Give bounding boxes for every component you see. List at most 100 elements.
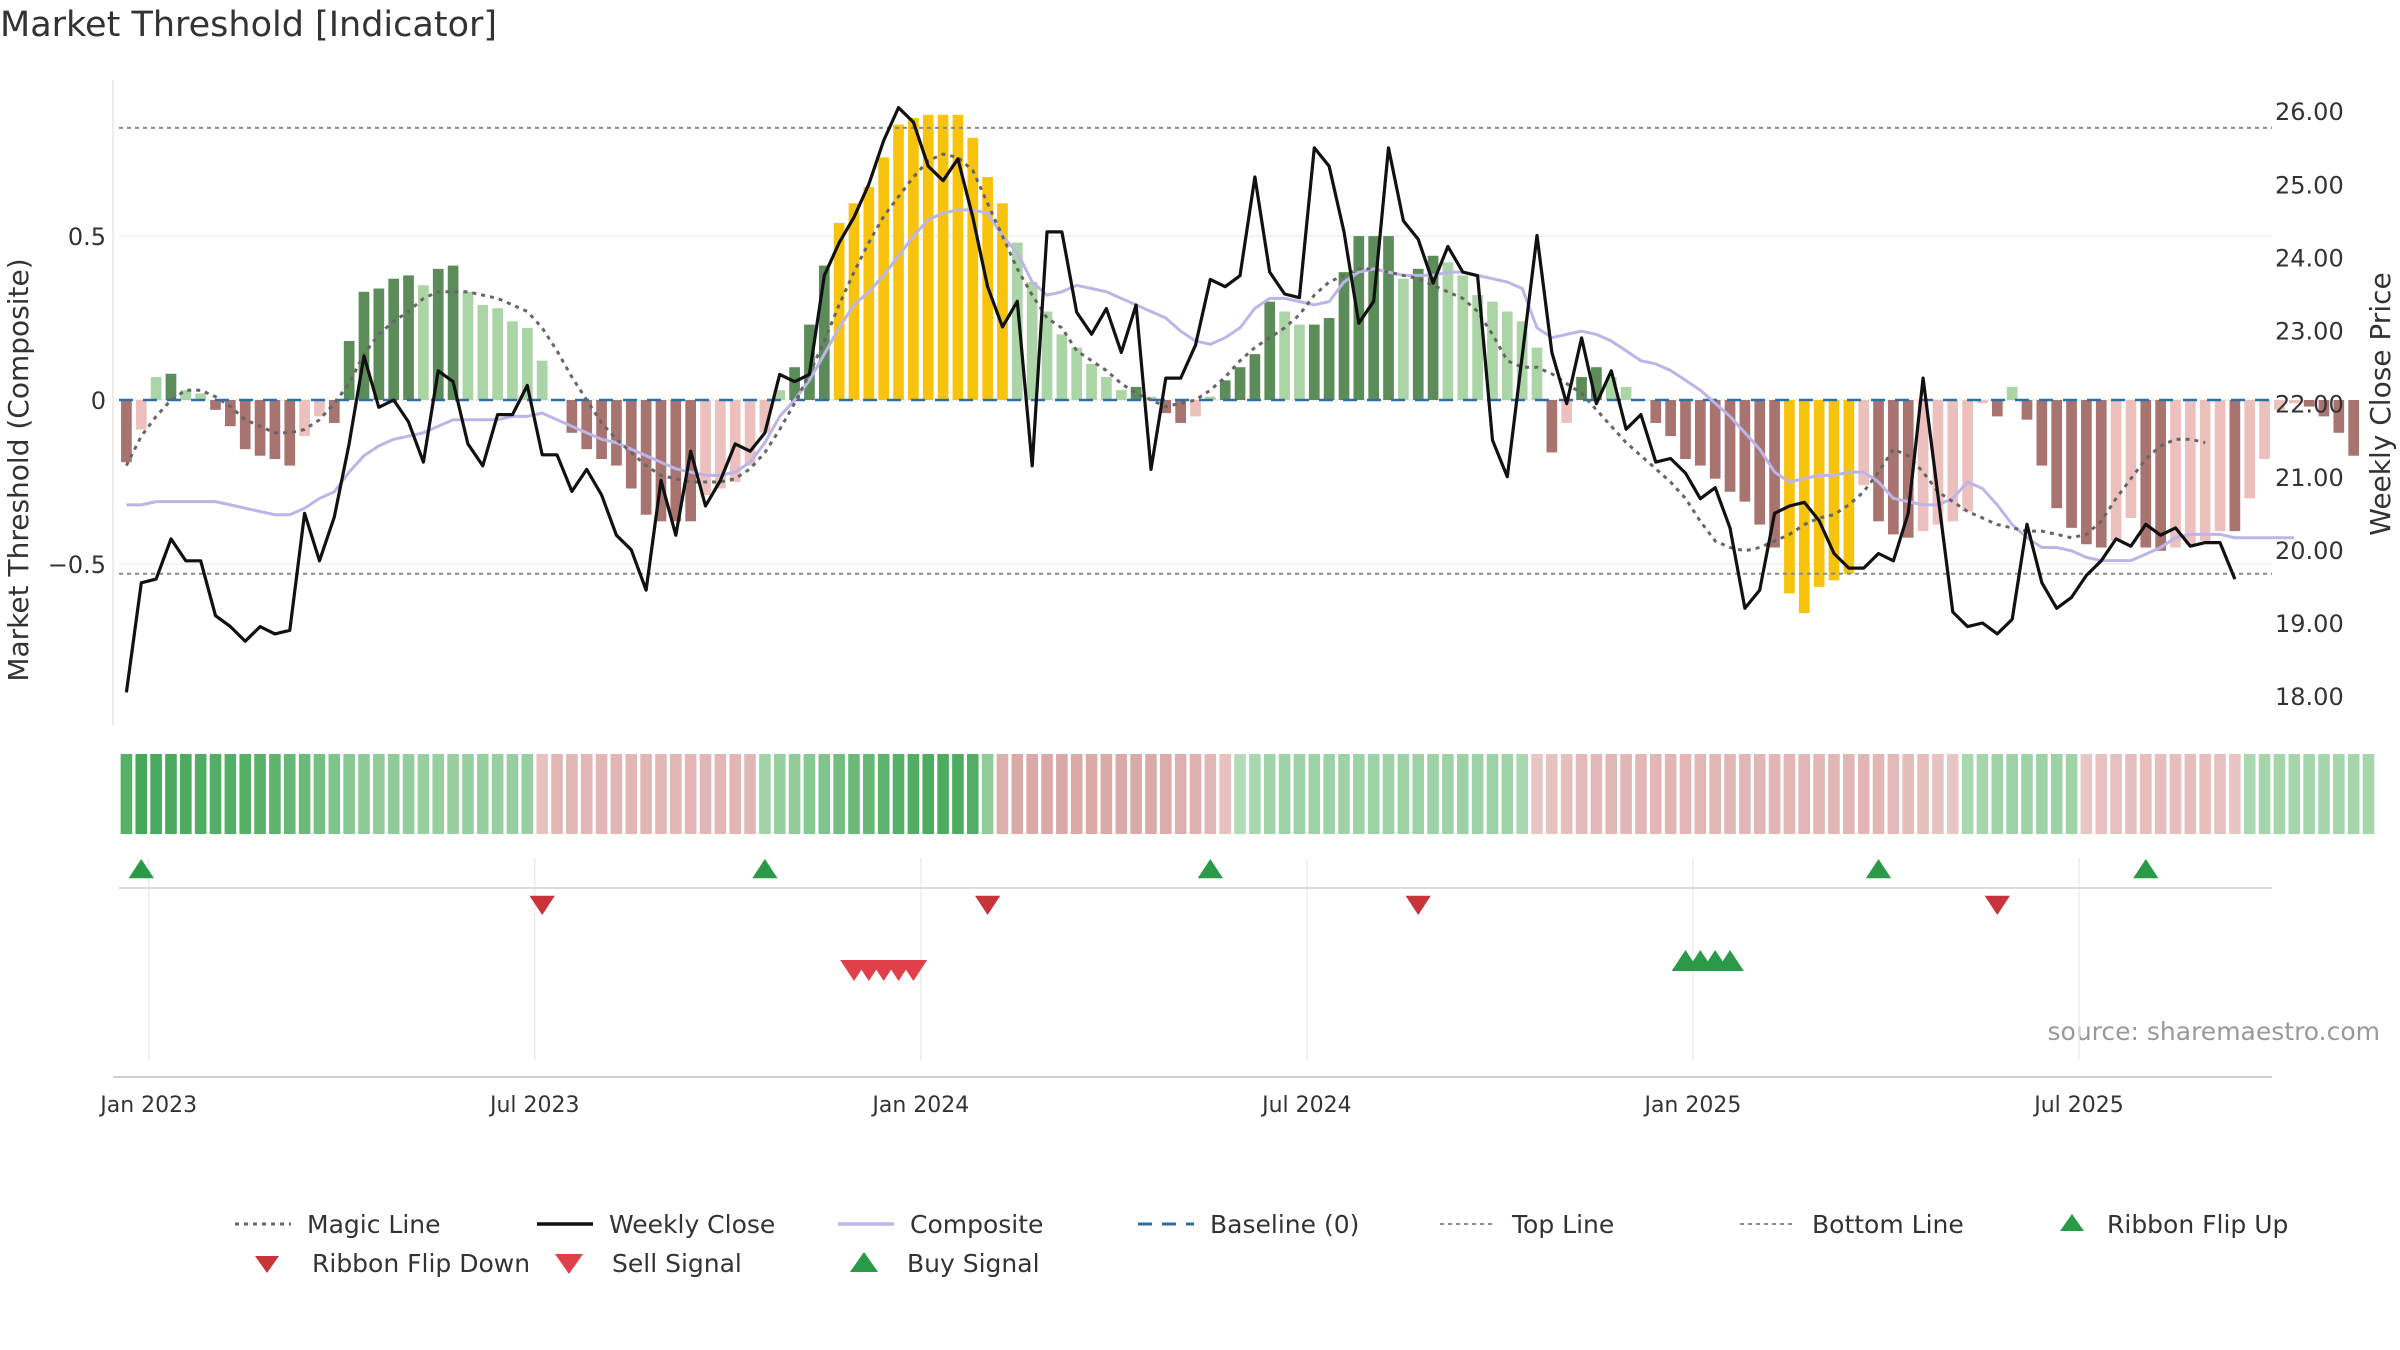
ribbon-cell [1828, 754, 1840, 834]
composite-bar [908, 118, 919, 400]
ribbon-cell [2199, 754, 2211, 834]
composite-bar [1442, 262, 1454, 400]
right-tick-label: 20.00 [2275, 537, 2344, 565]
composite-bar [343, 340, 355, 400]
ribbon-cell [1278, 754, 1291, 834]
composite-bar [1011, 242, 1023, 400]
ribbon-cell [1605, 754, 1618, 834]
composite-bar [1412, 268, 1424, 400]
composite-bar [2259, 400, 2270, 460]
ribbon-cell [402, 754, 415, 834]
composite-bar [625, 400, 637, 489]
ribbon-cell [2139, 754, 2152, 834]
ribbon-cell [1412, 754, 1425, 834]
ribbon-cell [1263, 754, 1276, 834]
composite-bar [1680, 400, 1691, 460]
composite-bar [1694, 400, 1706, 466]
composite-bar [2170, 400, 2181, 548]
buy-signal-marker [1716, 950, 1744, 971]
ribbon-cell [1887, 754, 1900, 834]
composite-bar [1709, 400, 1721, 479]
composite-bar [1650, 400, 1662, 423]
lines-layer [119, 106, 2295, 693]
ribbon-cell [1768, 754, 1781, 834]
composite-bar [2199, 400, 2211, 541]
x-tick-label: Jul 2025 [2032, 1093, 2124, 1118]
weekly-close-line [124, 106, 2237, 693]
ribbon-cell [1917, 754, 1929, 834]
legend-label: Composite [910, 1210, 1043, 1239]
ribbon-flip-down-marker [529, 895, 555, 915]
composite-bar [477, 304, 489, 400]
ribbon-cell [254, 754, 266, 834]
ribbon-cell [803, 754, 816, 834]
composite-bar [1591, 367, 1602, 400]
ribbon-cell [759, 754, 771, 834]
right-tick-label: 18.00 [2275, 683, 2344, 711]
composite-bar [1739, 400, 1751, 502]
ribbon-cell [699, 754, 712, 834]
ribbon-flip-up-marker [128, 859, 154, 879]
composite-bar [2244, 400, 2256, 499]
ribbon-cell [1783, 754, 1796, 834]
composite-bar [2214, 400, 2226, 532]
right-tick-label: 22.00 [2275, 391, 2344, 419]
composite-bar [1487, 301, 1498, 400]
ribbon-cell [387, 754, 400, 834]
composite-bar [1175, 400, 1186, 423]
composite-bar [670, 400, 682, 522]
ribbon-cell [966, 754, 979, 834]
composite-bar [1101, 377, 1112, 400]
ribbon-cell [521, 754, 534, 834]
composite-bar [447, 265, 459, 400]
ribbon-cell [1471, 754, 1484, 834]
composite-bar [1947, 400, 1959, 522]
composite-bar [1754, 400, 1766, 525]
composite-bar [685, 400, 697, 522]
composite-bar [1991, 400, 2003, 417]
ribbon-cell [2095, 754, 2108, 834]
left-axis-label: Market Threshold (Composite) [2, 258, 35, 681]
ribbon-cell [922, 754, 935, 834]
ribbon-cell [1367, 754, 1380, 834]
composite-bar [1294, 324, 1305, 400]
x-tick-label: Jul 2024 [1260, 1093, 1352, 1118]
ribbon-cell [1902, 754, 1915, 834]
ribbon-cell [373, 754, 385, 834]
ribbon-cell [2125, 754, 2137, 834]
ribbon-cell [135, 754, 148, 834]
ribbon-cell [1560, 754, 1573, 834]
bars-layer [121, 114, 2360, 614]
composite-bar [507, 321, 518, 400]
ribbon-cell [2006, 754, 2018, 834]
composite-bar [314, 400, 325, 417]
ribbon-cell [818, 754, 831, 834]
ribbon-flip-down-marker [1984, 895, 2010, 915]
composite-bar [1071, 347, 1083, 400]
composite-bar [2155, 400, 2166, 551]
composite-bar [611, 400, 622, 466]
ribbon-cell [432, 754, 445, 834]
composite-bar [284, 400, 296, 466]
composite-bar [1813, 400, 1825, 587]
composite-bar [1501, 311, 1513, 400]
ribbon-cell [1976, 754, 1989, 834]
composite-line [126, 208, 2295, 563]
legend-item: Magic Line [235, 1210, 441, 1239]
ribbon-cell [1174, 754, 1187, 834]
composite-bar [269, 400, 281, 460]
composite-bar [848, 203, 860, 400]
composite-bar [700, 400, 711, 496]
ribbon-cell [1813, 754, 1825, 834]
composite-bar [1279, 311, 1290, 400]
composite-bar [1798, 400, 1810, 614]
composite-bar [967, 137, 979, 400]
ribbon-cell [1664, 754, 1677, 834]
ribbon-cell [1338, 754, 1350, 834]
ribbon-flip-down-marker [1405, 895, 1431, 915]
composite-bar [1977, 400, 1988, 404]
ribbon-cell [180, 754, 192, 834]
legend-item: Top Line [1440, 1210, 1614, 1239]
ribbon-cell [2229, 754, 2241, 834]
ribbon-cell [1189, 754, 1202, 834]
